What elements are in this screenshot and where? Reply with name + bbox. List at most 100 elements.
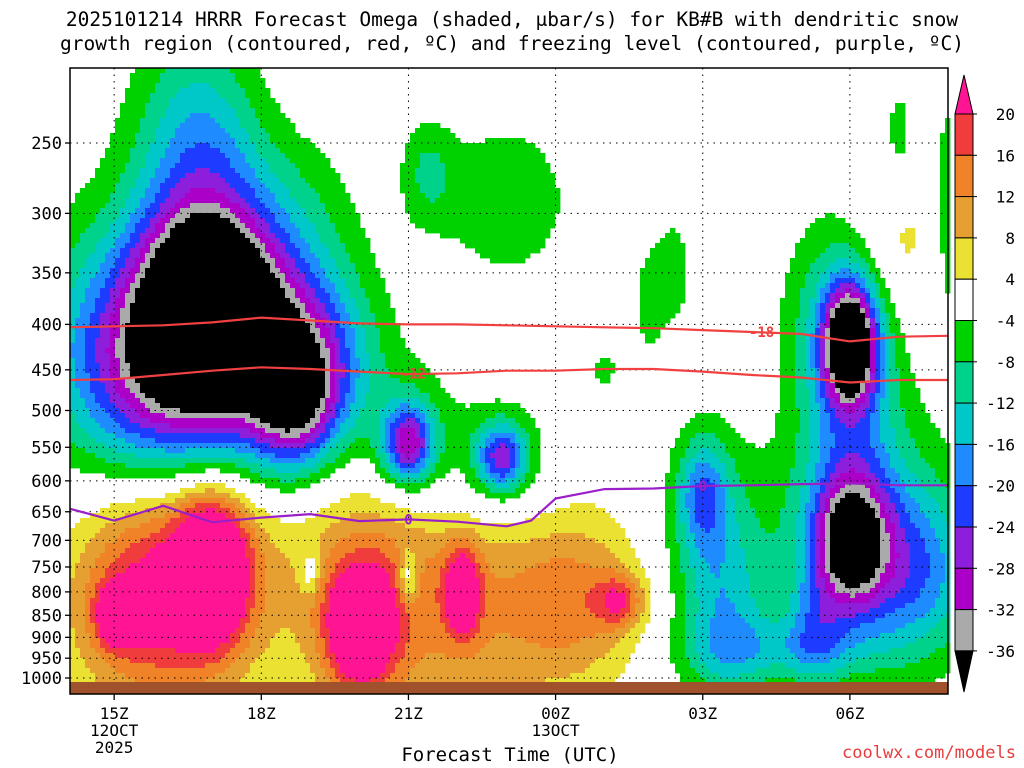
omega-cell <box>125 208 131 214</box>
omega-cell <box>805 328 811 334</box>
omega-cell <box>910 228 916 234</box>
omega-cell <box>245 273 251 279</box>
omega-cell <box>320 363 326 369</box>
omega-cell <box>180 348 186 354</box>
omega-cell <box>155 208 161 214</box>
omega-cell <box>885 323 891 329</box>
omega-cell <box>330 223 336 229</box>
omega-cell <box>360 258 366 264</box>
omega-cell <box>110 283 116 289</box>
omega-cell <box>535 178 541 184</box>
omega-cell <box>400 378 406 384</box>
omega-cell <box>410 368 416 374</box>
omega-cell <box>330 298 336 304</box>
omega-cell <box>275 363 281 369</box>
omega-cell <box>395 343 401 349</box>
omega-cell <box>220 253 226 259</box>
omega-cell <box>195 298 201 304</box>
omega-cell <box>190 328 196 334</box>
omega-cell <box>170 73 176 79</box>
omega-cell <box>120 243 126 249</box>
omega-cell <box>110 228 116 234</box>
omega-cell <box>100 358 106 364</box>
omega-cell <box>80 193 86 199</box>
omega-cell <box>150 93 156 99</box>
omega-cell <box>295 278 301 284</box>
omega-cell <box>255 278 261 284</box>
omega-cell <box>310 178 316 184</box>
omega-cell <box>285 383 291 389</box>
omega-cell <box>325 193 331 199</box>
omega-cell <box>295 338 301 344</box>
omega-cell <box>295 223 301 229</box>
omega-cell <box>145 258 151 264</box>
omega-cell <box>815 223 821 229</box>
omega-cell <box>680 288 686 294</box>
omega-cell <box>155 108 161 114</box>
omega-cell <box>260 198 266 204</box>
omega-cell <box>190 343 196 349</box>
omega-cell <box>140 78 146 84</box>
omega-cell <box>250 153 256 159</box>
omega-cell <box>355 263 361 269</box>
omega-cell <box>225 223 231 229</box>
omega-cell <box>105 263 111 269</box>
omega-cell <box>240 243 246 249</box>
omega-cell <box>870 368 876 374</box>
omega-cell <box>465 163 471 169</box>
omega-cell <box>130 183 136 189</box>
omega-cell <box>110 183 116 189</box>
omega-cell <box>865 253 871 259</box>
omega-cell <box>810 323 816 329</box>
omega-cell <box>165 263 171 269</box>
omega-cell <box>290 303 296 309</box>
omega-cell <box>245 233 251 239</box>
omega-cell <box>485 218 491 224</box>
omega-cell <box>440 133 446 139</box>
omega-cell <box>260 268 266 274</box>
omega-cell <box>295 303 301 309</box>
omega-cell <box>310 303 316 309</box>
omega-cell <box>185 273 191 279</box>
omega-cell <box>425 143 431 149</box>
omega-cell <box>850 248 856 254</box>
omega-cell <box>200 228 206 234</box>
omega-cell <box>365 353 371 359</box>
omega-cell <box>300 258 306 264</box>
omega-cell <box>270 153 276 159</box>
omega-cell <box>260 133 266 139</box>
omega-cell <box>230 368 236 374</box>
omega-cell <box>940 218 946 224</box>
omega-cell <box>155 178 161 184</box>
omega-cell <box>290 213 296 219</box>
omega-cell <box>525 183 531 189</box>
omega-cell <box>285 273 291 279</box>
omega-cell <box>265 193 271 199</box>
omega-cell <box>250 173 256 179</box>
omega-cell <box>165 83 171 89</box>
omega-cell <box>345 273 351 279</box>
omega-cell <box>505 143 511 149</box>
omega-cell <box>215 88 221 94</box>
omega-cell <box>245 108 251 114</box>
omega-cell <box>175 83 181 89</box>
omega-cell <box>870 313 876 319</box>
omega-cell <box>260 353 266 359</box>
omega-cell <box>240 73 246 79</box>
omega-cell <box>310 268 316 274</box>
omega-cell <box>525 158 531 164</box>
omega-cell <box>205 378 211 384</box>
omega-cell <box>850 358 856 364</box>
omega-cell <box>210 353 216 359</box>
omega-cell <box>370 293 376 299</box>
omega-cell <box>505 148 511 154</box>
omega-cell <box>855 298 861 304</box>
omega-cell <box>550 218 556 224</box>
omega-cell <box>825 243 831 249</box>
omega-cell <box>910 233 916 239</box>
omega-cell <box>130 173 136 179</box>
omega-cell <box>485 163 491 169</box>
omega-cell <box>350 203 356 209</box>
omega-cell <box>260 108 266 114</box>
omega-cell <box>640 303 646 309</box>
